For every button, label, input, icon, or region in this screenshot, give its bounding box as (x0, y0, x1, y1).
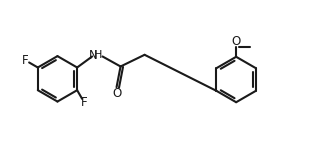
Text: F: F (81, 96, 88, 109)
Text: N: N (89, 49, 98, 62)
Text: O: O (232, 35, 241, 48)
Text: F: F (22, 54, 29, 67)
Text: H: H (94, 50, 102, 60)
Text: O: O (112, 87, 121, 100)
